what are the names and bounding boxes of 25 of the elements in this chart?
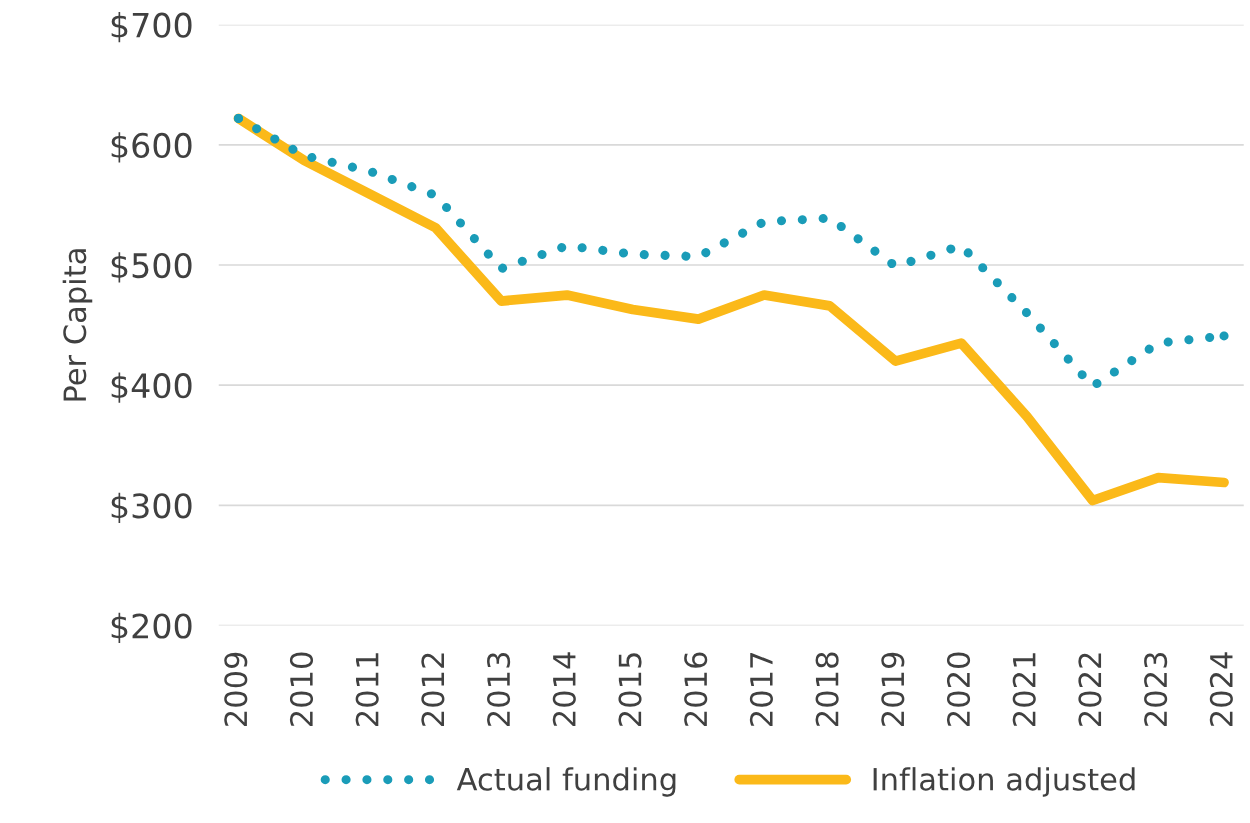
y-tick-label: $400 — [111, 372, 192, 403]
x-tick-label: 2014 — [552, 652, 576, 726]
x-tick-label: 2012 — [421, 653, 445, 726]
x-tick-label: 2010 — [289, 652, 314, 726]
x-tick-label: 2013 — [487, 652, 511, 726]
x-tick-label: 2023 — [1144, 652, 1168, 726]
legend-label: Actual funding — [456, 767, 676, 797]
y-tick-label: $700 — [111, 12, 192, 43]
x-tick-label: 2017 — [749, 653, 773, 726]
x-tick-label: 2019 — [881, 652, 905, 726]
y-tick-label: $500 — [111, 252, 192, 283]
y-tick-label: $300 — [111, 492, 192, 523]
x-tick-label: 2015 — [618, 653, 642, 726]
x-tick-label: 2016 — [684, 652, 708, 726]
x-tick-label: 2024 — [1209, 652, 1233, 726]
x-tick-label: 2018 — [815, 652, 839, 726]
y-axis-title: Per Capita — [62, 249, 93, 401]
x-tick-label: 2009 — [224, 652, 248, 726]
y-tick-label: $200 — [111, 612, 192, 644]
x-tick-label: 2020 — [946, 652, 971, 726]
x-tick-label: 2021 — [1012, 653, 1036, 726]
legend-label: Inflation adjusted — [873, 767, 1135, 797]
y-tick-label: $600 — [111, 132, 192, 163]
x-tick-label: 2022 — [1078, 653, 1102, 726]
x-tick-label: 2011 — [355, 653, 379, 726]
